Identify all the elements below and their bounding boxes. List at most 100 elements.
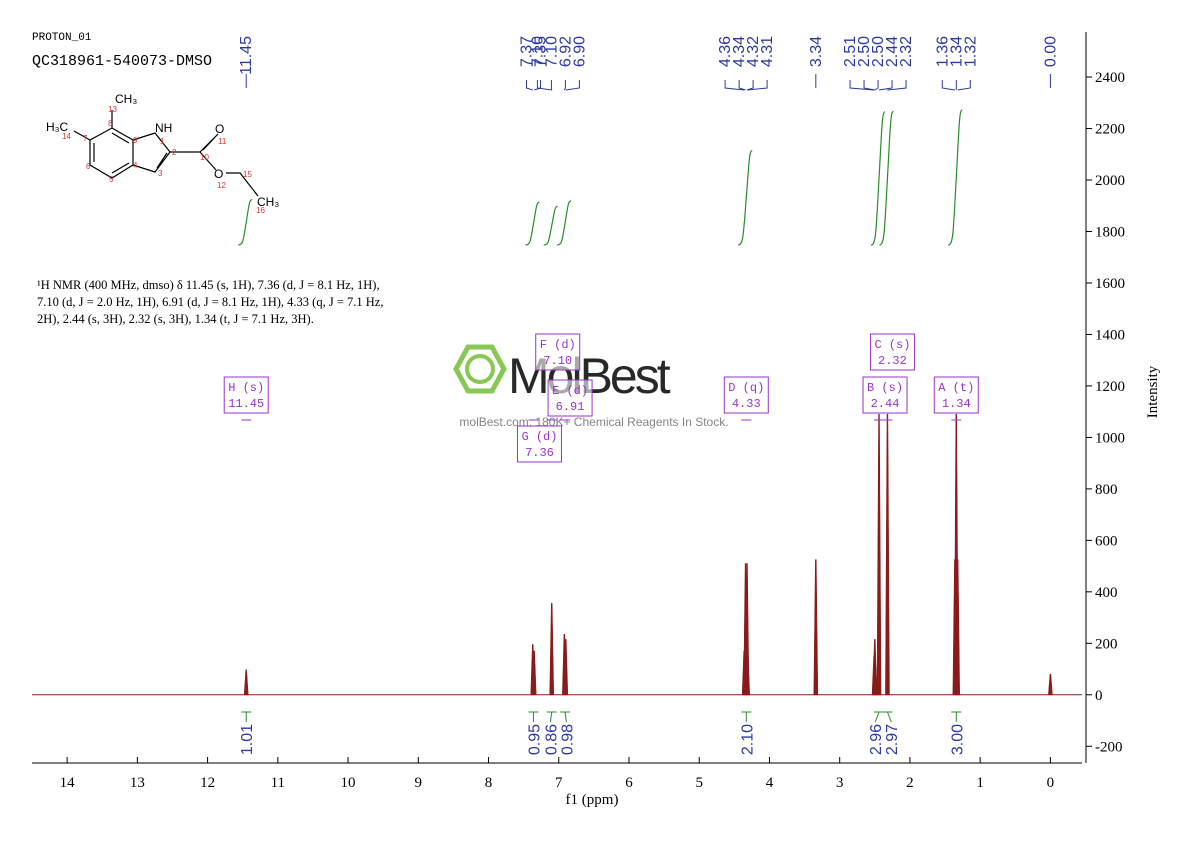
- y-tick-label: 200: [1095, 636, 1118, 652]
- multiplet-label: D (q): [728, 381, 764, 395]
- bonds: [73, 110, 259, 197]
- atom-number: 2: [172, 148, 177, 157]
- y-tick-label: 2200: [1095, 122, 1125, 138]
- multiplet-shift: 1.34: [942, 397, 971, 411]
- peak-label: 1.36: [934, 36, 951, 67]
- x-tick-label: 7: [555, 775, 563, 791]
- multiplet-label: G (d): [521, 430, 557, 444]
- integral-curve: [870, 111, 886, 246]
- x-tick-label: 4: [766, 775, 774, 791]
- peak-label: 4.31: [759, 36, 776, 67]
- logo-hex: [453, 344, 507, 394]
- y-tick-label: 1400: [1095, 327, 1125, 343]
- peak-label: 4.32: [745, 36, 762, 67]
- atom-number: 3: [158, 169, 163, 178]
- x-tick-label: 8: [485, 775, 493, 791]
- x-tick-label: 2: [906, 775, 914, 791]
- multiplet-box: [862, 376, 908, 414]
- peak-leader: [536, 80, 552, 91]
- integral-curve: [238, 198, 253, 246]
- description: ¹H NMR (400 MHz, dmso) δ 11.45 (s, 1H), …: [37, 278, 383, 326]
- x-tick-label: 12: [200, 775, 215, 791]
- tagline: molBest.com, 180K+ Chemical Reagents In …: [459, 415, 728, 429]
- peak-leader: [746, 80, 754, 91]
- peak-label: 6.92: [557, 36, 574, 67]
- integral-value: 2.96: [868, 724, 885, 755]
- integral-value: 0.95: [526, 724, 543, 755]
- atom: NH: [155, 121, 172, 135]
- x-tick-label: 13: [130, 775, 145, 791]
- peak-label: 4.36: [717, 36, 734, 67]
- peak: [885, 413, 890, 696]
- peak-label: 0.00: [1042, 36, 1059, 67]
- integral-leader: [564, 711, 567, 723]
- y-tick-label: 1200: [1095, 379, 1125, 395]
- atom: O: [215, 122, 224, 136]
- y-tick-label: -200: [1095, 739, 1123, 755]
- peak-leader: [563, 80, 566, 91]
- x-tick-label: 11: [271, 775, 285, 791]
- peak-leader: [849, 80, 875, 91]
- x-tick-label: 6: [625, 775, 633, 791]
- peak-leader: [957, 80, 971, 91]
- peak-leader: [874, 80, 879, 91]
- peak: [873, 666, 878, 696]
- multiplet-label: E (d): [552, 384, 588, 398]
- multiplet-box: [723, 376, 769, 414]
- integral-curve: [543, 205, 558, 246]
- peak-leader: [887, 80, 907, 91]
- peak-leader: [525, 80, 533, 91]
- peak: [563, 639, 569, 696]
- multiplet-box: [547, 379, 593, 417]
- multiplet-box: [223, 376, 269, 414]
- peak-label: 2.32: [898, 36, 915, 67]
- logo-ring: [465, 354, 495, 384]
- description-line: ¹H NMR (400 MHz, dmso) δ 11.45 (s, 1H), …: [37, 278, 380, 292]
- atom-number: 10: [200, 153, 209, 162]
- multiplet-shift: 6.91: [556, 400, 585, 414]
- atom: CH₃: [115, 92, 137, 106]
- y-tick-label: 0: [1095, 688, 1103, 704]
- atom: H₃C: [46, 120, 69, 134]
- peak-leader: [724, 80, 745, 91]
- multiplet-shift: 2.44: [871, 397, 900, 411]
- integral-curve: [557, 200, 572, 246]
- multiplet-label: C (s): [874, 338, 910, 352]
- x-tick-label: 0: [1047, 775, 1055, 791]
- y-tick-label: 600: [1095, 533, 1118, 549]
- description-line: 2H), 2.44 (s, 3H), 2.32 (s, 3H), 1.34 (t…: [37, 312, 314, 326]
- peak-label: 7.10: [543, 36, 560, 67]
- peak-label: 2.50: [856, 36, 873, 67]
- atom-number: 5: [109, 175, 114, 184]
- peak: [243, 669, 249, 696]
- integral-leader: [886, 711, 892, 723]
- integral-value: 2.97: [884, 724, 901, 755]
- atom-number: 13: [108, 105, 117, 114]
- peak-label: 2.50: [870, 36, 887, 67]
- atom-number: 14: [62, 132, 71, 141]
- x-tick-label: 9: [415, 775, 423, 791]
- sample-id: QC318961-540073-DMSO: [32, 53, 212, 70]
- x-tick-label: 10: [341, 775, 356, 791]
- peak-label: 7.35: [532, 36, 549, 67]
- x-tick-label: 3: [836, 775, 844, 791]
- x-tick-label: 5: [695, 775, 703, 791]
- multiplet-label: H (s): [228, 381, 264, 395]
- atom-number: 6: [86, 162, 91, 171]
- peak-label: 1.34: [948, 36, 965, 67]
- peak-leader: [863, 80, 875, 91]
- atom-number: 15: [243, 170, 252, 179]
- integral-curve: [948, 109, 963, 246]
- atom: CH₃: [257, 195, 279, 209]
- peak-label: 2.44: [884, 36, 901, 67]
- peak: [955, 559, 960, 696]
- peak: [549, 603, 555, 696]
- multiplet-label: A (t): [938, 381, 974, 395]
- multiplet-label: B (s): [867, 381, 903, 395]
- peak-label: 1.32: [962, 36, 979, 67]
- peak: [531, 650, 537, 696]
- peak: [813, 559, 819, 696]
- peak-leader: [747, 80, 768, 91]
- multiplet-box: [933, 376, 979, 414]
